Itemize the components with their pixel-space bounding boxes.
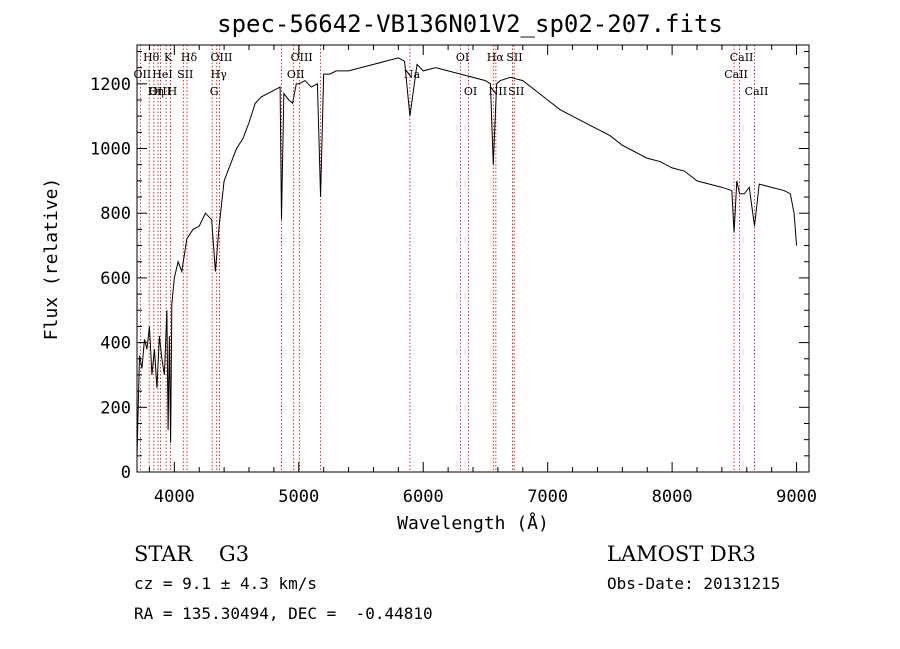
spectral-line-label: Hγ bbox=[211, 68, 228, 81]
spectrum-line bbox=[136, 57, 798, 456]
spectral-line-label: CaII bbox=[730, 51, 754, 64]
y-axis-label: Flux (relative) bbox=[41, 178, 62, 341]
spectral-line-label: OII bbox=[287, 68, 305, 81]
y-tick-label: 0 bbox=[121, 463, 131, 483]
object-class: STAR G3 bbox=[134, 542, 249, 566]
x-tick-label: 8000 bbox=[652, 487, 693, 507]
y-tick-label: 600 bbox=[100, 269, 131, 289]
spectral-line-label: G bbox=[210, 85, 219, 98]
x-tick-label: 5000 bbox=[278, 487, 319, 507]
spectral-line-label: Hη bbox=[148, 85, 164, 98]
spectral-line-label: Hθ bbox=[143, 51, 160, 64]
spectral-line-label: SII bbox=[508, 85, 524, 98]
x-tick-label: 9000 bbox=[776, 487, 817, 507]
y-axis-ticks: 0 200 400 600 800 1000 1200 bbox=[90, 50, 809, 483]
spectral-line-label: K bbox=[164, 51, 173, 64]
spectral-line-label: Hα bbox=[487, 51, 505, 64]
spectral-line-markers bbox=[139, 45, 755, 472]
spectral-line-label: OIII bbox=[291, 51, 313, 64]
spectral-line-label: H bbox=[168, 85, 178, 98]
y-tick-label: 1200 bbox=[90, 75, 131, 95]
x-axis-label: Wavelength (Å) bbox=[397, 512, 549, 534]
x-tick-label: 7000 bbox=[527, 487, 568, 507]
plot-frame bbox=[136, 44, 810, 473]
spectral-line-label: OIII bbox=[149, 85, 171, 98]
survey-label: LAMOST DR3 bbox=[607, 542, 756, 566]
spectral-line-label: HeI bbox=[152, 68, 172, 81]
spectral-line-label: SII bbox=[177, 68, 193, 81]
spectral-line-label: CaII bbox=[724, 68, 748, 81]
spectral-line-label: CaII bbox=[745, 85, 769, 98]
spectral-line-label: OI bbox=[456, 51, 469, 64]
spectral-line-label: NII bbox=[489, 85, 507, 98]
coordinates-info: RA = 135.30494, DEC = -0.44810 bbox=[134, 604, 433, 623]
spectral-line-label: Hδ bbox=[181, 51, 198, 64]
y-tick-label: 800 bbox=[100, 204, 131, 224]
spectral-line-label: OIII bbox=[210, 51, 232, 64]
x-tick-label: 4000 bbox=[154, 487, 195, 507]
y-tick-label: 1000 bbox=[90, 140, 131, 160]
x-axis-ticks: 4000 5000 6000 7000 8000 9000 bbox=[148, 45, 817, 507]
observation-date: Obs-Date: 20131215 bbox=[607, 574, 780, 593]
spectral-line-label: OII bbox=[134, 68, 152, 81]
y-tick-label: 400 bbox=[100, 334, 131, 354]
y-tick-label: 200 bbox=[100, 398, 131, 418]
x-tick-label: 6000 bbox=[403, 487, 444, 507]
spectral-line-label: SII bbox=[506, 51, 522, 64]
chart-title: spec-56642-VB136N01V2_sp02-207.fits bbox=[217, 10, 723, 38]
redshift-info: cz = 9.1 ± 4.3 km/s bbox=[134, 574, 317, 593]
spectral-line-label: OI bbox=[464, 85, 477, 98]
